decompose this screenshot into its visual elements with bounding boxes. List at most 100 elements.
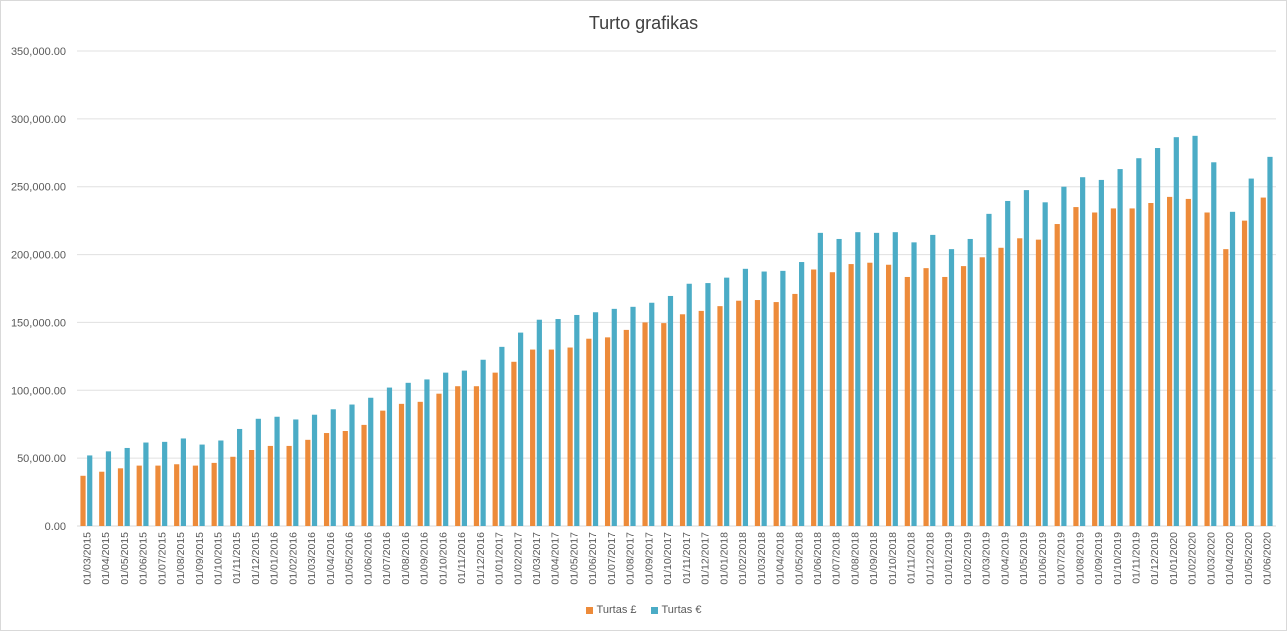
x-tick-label: 01/05/2018 xyxy=(793,532,805,585)
x-tick-label: 01/09/2019 xyxy=(1093,532,1105,585)
x-tick-label: 01/08/2018 xyxy=(849,532,861,585)
bar-gbp xyxy=(192,465,199,526)
y-tick-label: 300,000.00 xyxy=(11,114,66,126)
x-tick-label: 01/03/2018 xyxy=(756,532,768,585)
bar-eur xyxy=(892,232,898,526)
bar-gbp xyxy=(829,272,835,526)
bar-eur xyxy=(686,283,692,526)
bar-eur xyxy=(499,346,505,526)
x-tick-label: 01/06/2018 xyxy=(812,532,824,585)
bar-gbp xyxy=(174,464,180,526)
bar-gbp xyxy=(1073,207,1079,527)
bar-gbp xyxy=(1017,238,1023,527)
x-tick-label: 01/10/2015 xyxy=(213,532,225,585)
bar-gbp xyxy=(117,468,124,526)
bar-eur xyxy=(405,382,411,526)
bar-eur xyxy=(649,302,655,526)
x-tick-label: 01/01/2018 xyxy=(718,532,730,585)
x-tick-label: 01/04/2019 xyxy=(999,532,1011,585)
x-tick-label: 01/08/2015 xyxy=(175,532,187,585)
x-tick-label: 01/01/2016 xyxy=(269,532,281,585)
x-tick-label: 01/02/2017 xyxy=(512,532,524,585)
y-tick-label: 350,000.00 xyxy=(11,46,66,58)
bar-eur xyxy=(967,238,973,526)
bar-gbp xyxy=(567,347,573,526)
bar-gbp xyxy=(342,431,348,526)
bar-eur xyxy=(1023,190,1030,526)
x-tick-label: 01/06/2017 xyxy=(587,532,599,585)
bar-gbp xyxy=(80,475,86,526)
bar-eur xyxy=(386,387,393,526)
x-tick-label: 01/07/2016 xyxy=(381,532,393,585)
bar-gbp xyxy=(1204,212,1210,526)
x-tick-label: 01/03/2016 xyxy=(306,532,318,585)
bar-gbp xyxy=(323,433,330,526)
bar-eur xyxy=(443,372,449,526)
x-tick-label: 01/09/2017 xyxy=(643,532,655,585)
bar-eur xyxy=(855,232,861,526)
bar-eur xyxy=(611,308,617,526)
bar-eur xyxy=(986,213,992,526)
y-tick-label: 150,000.00 xyxy=(11,317,66,329)
bar-gbp xyxy=(1092,212,1098,526)
bar-gbp xyxy=(848,264,854,526)
x-tick-label: 01/09/2018 xyxy=(868,532,880,585)
x-tick-label: 01/02/2019 xyxy=(962,532,974,585)
bar-eur xyxy=(461,370,468,526)
bar-gbp xyxy=(998,247,1004,527)
x-tick-label: 01/05/2020 xyxy=(1243,532,1255,585)
bar-gbp xyxy=(305,439,311,526)
x-tick-label: 01/05/2019 xyxy=(1018,532,1030,585)
bar-gbp xyxy=(361,424,367,526)
bar-gbp xyxy=(530,349,536,526)
bar-eur xyxy=(105,451,112,526)
bar-eur xyxy=(1192,135,1198,527)
bar-eur xyxy=(667,295,674,526)
y-tick-label: 50,000.00 xyxy=(17,453,66,465)
bar-gbp xyxy=(867,262,873,526)
chart-title: Turto grafikas xyxy=(588,13,699,33)
bar-eur xyxy=(873,232,880,526)
bar-gbp xyxy=(792,293,798,526)
x-tick-label: 01/11/2019 xyxy=(1130,532,1142,584)
x-tick-label: 01/06/2015 xyxy=(138,532,150,585)
bar-eur xyxy=(218,440,224,526)
bar-eur xyxy=(592,312,599,526)
bar-eur xyxy=(742,268,749,526)
bar-eur xyxy=(761,271,767,526)
bar-gbp xyxy=(1129,208,1135,526)
bar-gbp xyxy=(661,323,667,526)
y-tick-label: 250,000.00 xyxy=(11,182,66,194)
x-tick-label: 01/12/2018 xyxy=(924,532,936,585)
bar-eur xyxy=(199,444,205,526)
x-tick-label: 01/05/2015 xyxy=(119,532,131,585)
bar-gbp xyxy=(286,445,292,526)
legend-swatch-gbp xyxy=(585,606,593,614)
x-tick-label: 01/07/2018 xyxy=(831,532,843,585)
x-tick-label: 01/12/2017 xyxy=(700,532,712,585)
bar-eur xyxy=(780,270,786,526)
bar-gbp xyxy=(99,471,105,526)
legend-swatch-eur xyxy=(650,606,658,614)
x-tick-label: 01/03/2020 xyxy=(1205,532,1217,585)
bar-eur xyxy=(911,242,917,526)
x-tick-label: 01/10/2017 xyxy=(662,532,674,585)
bar-gbp xyxy=(492,372,498,526)
bar-gbp xyxy=(230,456,236,526)
bar-eur xyxy=(555,319,561,526)
bar-eur xyxy=(1154,148,1161,527)
bar-gbp xyxy=(436,393,442,526)
bar-eur xyxy=(87,455,93,526)
x-tick-label: 01/01/2020 xyxy=(1168,532,1180,585)
bar-gbp xyxy=(267,445,273,526)
legend-label-gbp: Turtas £ xyxy=(596,604,637,616)
bar-gbp xyxy=(904,276,910,526)
bar-eur xyxy=(255,418,261,526)
bar-gbp xyxy=(811,269,817,526)
bar-gbp xyxy=(249,450,255,526)
x-tick-label: 01/09/2016 xyxy=(419,532,431,585)
x-tick-label: 01/08/2017 xyxy=(625,532,637,585)
x-tick-label: 01/12/2015 xyxy=(250,532,262,585)
bar-gbp xyxy=(398,403,405,526)
